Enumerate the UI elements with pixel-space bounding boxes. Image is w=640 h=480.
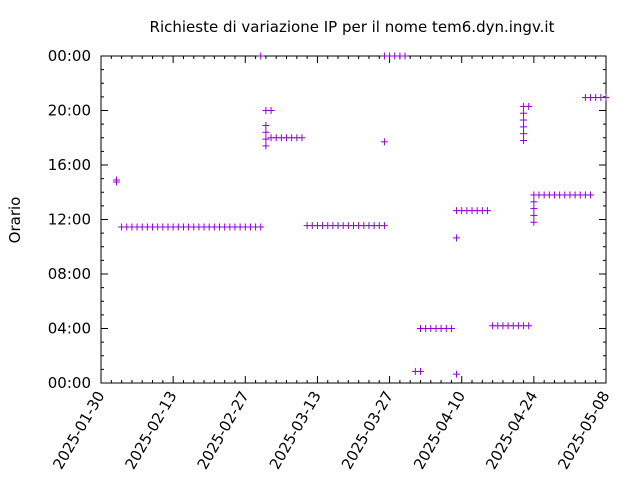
x-tick-label: 2025-02-27 [194,388,253,473]
data-point [587,191,595,199]
data-point [525,102,533,110]
data-point [453,370,461,378]
data-point [525,322,533,330]
data-point [447,325,455,332]
data-point [483,207,491,215]
y-tick-label: 04:00 [48,320,91,338]
chart-title: Richieste di variazione IP per il nome t… [150,18,555,36]
x-tick-label: 2025-02-13 [121,388,180,473]
plot-frame [100,55,607,384]
y-tick-label: 08:00 [48,265,91,283]
data-point [520,136,528,144]
y-tick-label: 00:00 [48,374,91,392]
data-point [262,121,270,129]
data-point [530,205,538,213]
data-point [530,218,538,226]
x-tick-label: 2025-03-27 [338,388,397,473]
data-point [416,367,424,375]
data-point [602,94,610,102]
data-point [530,198,538,206]
data-point [262,128,270,136]
data-point [262,142,270,150]
data-point [262,135,270,143]
y-tick-label: 12:00 [48,211,91,229]
data-point [380,138,388,146]
data-point [257,52,265,60]
data-point [380,222,388,230]
x-tick-label: 2025-05-08 [554,388,613,473]
x-tick-label: 2025-04-24 [482,388,541,473]
data-point [520,123,528,131]
data-point [520,130,528,138]
x-tick-label: 2025-03-13 [266,388,325,473]
data-point [520,116,528,124]
data-point [112,178,120,186]
data-point [267,107,275,114]
data-point [453,234,461,242]
data-point [401,52,409,60]
y-tick-label: 16:00 [48,156,91,174]
data-point [298,134,306,142]
axes: 00:0004:0008:0012:0016:0020:0000:002025-… [48,47,614,473]
y-tick-label: 20:00 [48,102,91,120]
y-axis-label: Orario [6,197,24,244]
data-point [530,211,538,219]
data-point [257,223,265,231]
data-points [112,52,610,378]
y-tick-label: 00:00 [48,47,91,65]
x-tick-label: 2025-04-10 [410,388,469,473]
x-tick-label: 2025-01-30 [49,388,108,473]
data-point [520,109,528,117]
